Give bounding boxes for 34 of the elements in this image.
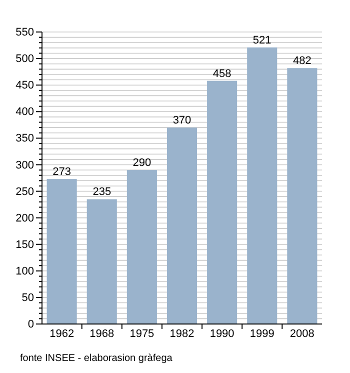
data-label: 370 bbox=[172, 114, 192, 127]
x-tick-label: 1982 bbox=[170, 328, 194, 340]
y-tick-label: 0 bbox=[28, 318, 34, 331]
source-note: fonte INSEE - elaborasion gràfega bbox=[20, 353, 173, 364]
y-tick-label: 200 bbox=[16, 212, 34, 224]
bar bbox=[166, 128, 198, 324]
x-tick-label: 1999 bbox=[250, 328, 274, 340]
x-tick-label: 1968 bbox=[90, 328, 114, 340]
data-label: 458 bbox=[212, 68, 232, 80]
data-label: 290 bbox=[132, 157, 152, 170]
x-tick-label: 1990 bbox=[210, 328, 234, 340]
x-tick-label: 2008 bbox=[290, 328, 314, 340]
x-tick-label: 1962 bbox=[50, 328, 74, 340]
y-tick-label: 150 bbox=[16, 238, 34, 251]
data-label: 521 bbox=[252, 34, 272, 46]
data-label: 235 bbox=[92, 186, 112, 198]
bar bbox=[247, 47, 278, 324]
bar bbox=[207, 80, 238, 324]
y-tick-label: 250 bbox=[16, 186, 34, 198]
y-tick-label: 300 bbox=[16, 159, 34, 172]
x-tick-label: 1975 bbox=[130, 328, 154, 340]
data-label: 273 bbox=[52, 166, 72, 178]
bar bbox=[287, 68, 318, 324]
y-tick-label: 100 bbox=[16, 265, 34, 278]
bar bbox=[126, 170, 157, 324]
bar bbox=[46, 179, 77, 324]
y-tick-label: 500 bbox=[16, 53, 34, 66]
y-tick-label: 400 bbox=[16, 106, 34, 118]
y-tick-label: 50 bbox=[22, 292, 34, 304]
y-tick-label: 450 bbox=[16, 80, 34, 92]
bar bbox=[86, 199, 117, 324]
y-tick-label: 350 bbox=[16, 132, 34, 145]
y-tick-label: 550 bbox=[16, 26, 34, 39]
data-label: 482 bbox=[292, 55, 312, 68]
